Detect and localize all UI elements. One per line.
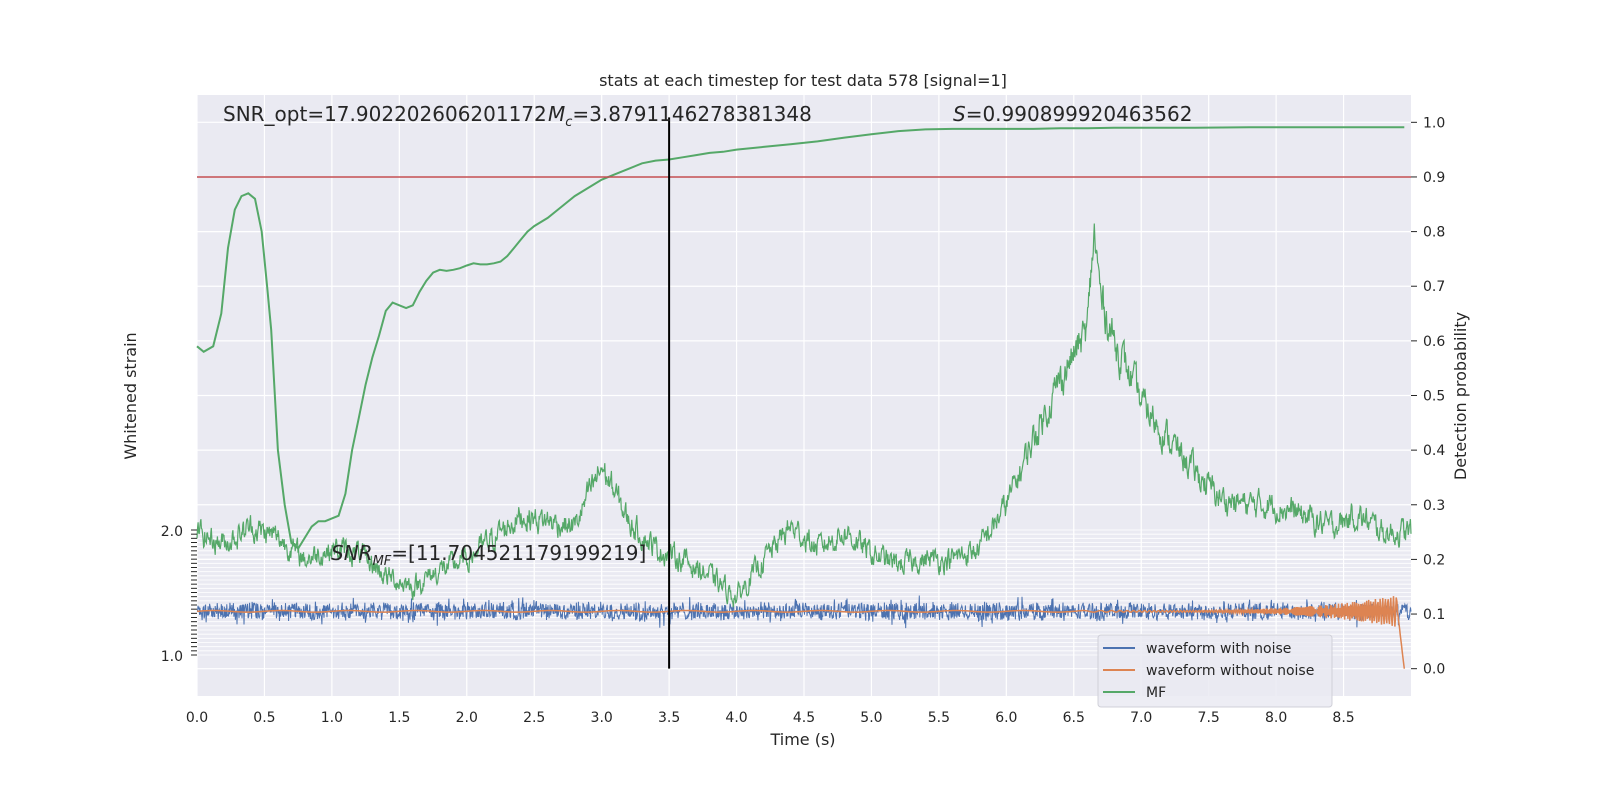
- legend-label-mf: MF: [1146, 685, 1166, 701]
- x-tick-label: 0.5: [253, 710, 275, 726]
- x-axis-label: Time (s): [769, 730, 835, 749]
- y-right-tick-label: 0.2: [1423, 552, 1445, 568]
- y-right-tick-label: 0.3: [1423, 498, 1445, 514]
- waveform-with-noise-series: [196, 595, 1412, 629]
- x-tick-label: 5.5: [928, 710, 950, 726]
- legend-label-clean: waveform without noise: [1146, 663, 1314, 679]
- x-tick-label: 6.5: [1063, 710, 1085, 726]
- legend: waveform with noise waveform without noi…: [1097, 634, 1333, 708]
- probability-line: [196, 126, 1405, 550]
- y-left-tick-label-bottom: 1.0: [161, 649, 183, 665]
- y-axis-left-label: Whitened strain: [121, 332, 140, 459]
- x-tick-label: 1.0: [321, 710, 343, 726]
- x-tick-label: 4.0: [725, 710, 747, 726]
- y-right-tick-label: 0.0: [1423, 662, 1445, 678]
- y-right-tick-label: 0.9: [1423, 170, 1445, 186]
- y-right-tick-label: 0.4: [1423, 443, 1445, 459]
- x-tick-label: 8.0: [1265, 710, 1287, 726]
- detection-probability-series: [196, 126, 1405, 550]
- x-tick-label: 6.0: [995, 710, 1017, 726]
- x-tick-label: 4.5: [793, 710, 815, 726]
- x-tick-label: 2.0: [456, 710, 478, 726]
- y-right-tick-label: 0.1: [1423, 607, 1445, 623]
- x-tick-label: 3.0: [591, 710, 613, 726]
- x-tick-label: 5.0: [860, 710, 882, 726]
- s-annotation: S=0.990899920463562: [953, 102, 1192, 126]
- mf-line: [196, 223, 1412, 608]
- y-axis-left: 2.0 1.0: [161, 524, 197, 665]
- x-tick-label: 0.0: [186, 710, 208, 726]
- noise-line: [196, 595, 1412, 629]
- clean-line: [197, 596, 1406, 669]
- x-axis: 0.0 0.5 1.0 1.5 2.0 2.5 3.0 3.5 4.0 4.5 5.0 5.5 6.0 6…: [186, 710, 1355, 726]
- x-tick-label: 8.5: [1332, 710, 1354, 726]
- x-tick-label: 1.5: [388, 710, 410, 726]
- y-left-tick-label-top: 2.0: [161, 524, 183, 540]
- x-tick-label: 2.5: [523, 710, 545, 726]
- y-axis-right: 0.0 0.1 0.2 0.3 0.4 0.5 0.6 0.7 0.8 0.9 1.0: [1411, 115, 1445, 678]
- y-right-tick-label: 0.6: [1423, 334, 1445, 350]
- mc-annotation: Mc=3.8791146278381348: [548, 102, 812, 130]
- legend-box: [1097, 634, 1333, 708]
- mf-series: [196, 223, 1412, 608]
- y-axis-right-label: Detection probability: [1451, 312, 1470, 480]
- x-tick-label: 7.5: [1198, 710, 1220, 726]
- waveform-without-noise-series: [197, 596, 1406, 669]
- y-right-tick-label: 0.8: [1423, 225, 1445, 241]
- y-right-tick-label: 0.5: [1423, 389, 1445, 405]
- legend-label-noise: waveform with noise: [1146, 641, 1291, 657]
- y-right-tick-label: 0.7: [1423, 279, 1445, 295]
- snr-mf-annotation: SNRMF=[11.704521179199219]: [331, 541, 646, 569]
- x-tick-label: 7.0: [1130, 710, 1152, 726]
- snr-opt-annotation: SNR_opt=17.902202606201172: [223, 102, 547, 126]
- x-tick-label: 3.5: [658, 710, 680, 726]
- chart-title: stats at each timestep for test data 578…: [599, 71, 1007, 90]
- y-right-tick-label: 1.0: [1423, 115, 1445, 131]
